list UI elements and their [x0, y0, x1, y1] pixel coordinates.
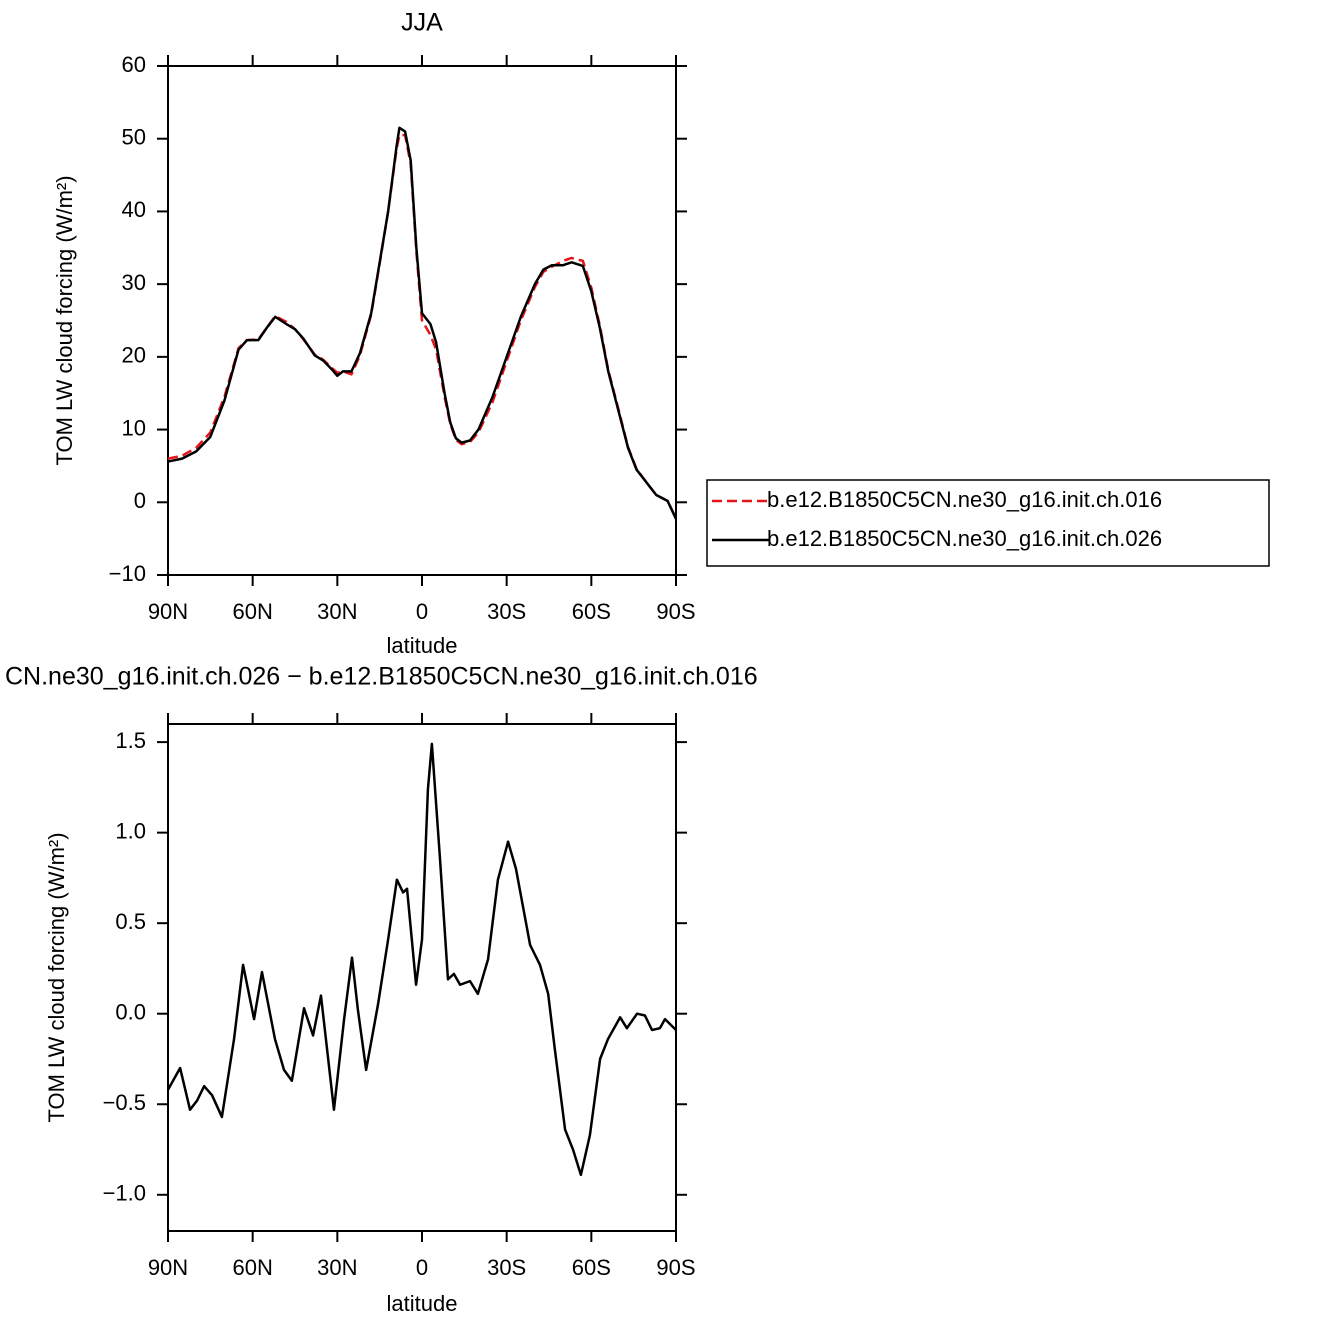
y-tick-label: 10: [122, 415, 146, 440]
data-line: [167, 126, 678, 520]
chart-title: JJA: [401, 9, 443, 37]
data-line: [166, 742, 677, 1177]
x-tick-label: 0: [416, 599, 428, 624]
y-tick-label: 30: [122, 270, 146, 295]
x-tick-label: 60S: [572, 599, 611, 624]
x-tick-label: 90S: [656, 599, 695, 624]
legend-label: b.e12.B1850C5CN.ne30_g16.init.ch.016: [767, 487, 1162, 512]
x-tick-label: 90N: [148, 599, 188, 624]
x-tick-label: 60N: [232, 1255, 272, 1280]
y-tick-label: 50: [122, 125, 146, 150]
chart-title: CN.ne30_g16.init.ch.026 − b.e12.B1850C5C…: [5, 663, 758, 691]
x-axis-label: latitude: [387, 1291, 458, 1316]
x-tick-label: 30N: [317, 1255, 357, 1280]
x-tick-label: 0: [416, 1255, 428, 1280]
legend-label: b.e12.B1850C5CN.ne30_g16.init.ch.026: [767, 526, 1162, 551]
plot-frame: [167, 723, 677, 1232]
x-axis-label: latitude: [387, 633, 458, 658]
y-axis-label: TOM LW cloud forcing (W/m²): [44, 832, 69, 1122]
y-tick-label: 0: [134, 488, 146, 513]
x-tick-label: 60N: [232, 599, 272, 624]
x-tick-label: 90S: [656, 1255, 695, 1280]
x-tick-label: 30S: [487, 599, 526, 624]
y-tick-label: 1.5: [115, 728, 146, 753]
y-tick-label: 0.0: [115, 1000, 146, 1025]
y-tick-label: 40: [122, 197, 146, 222]
x-tick-label: 30S: [487, 1255, 526, 1280]
x-tick-label: 60S: [572, 1255, 611, 1280]
y-tick-label: −10: [109, 561, 146, 586]
x-tick-label: 90N: [148, 1255, 188, 1280]
y-tick-label: −1.0: [103, 1181, 146, 1206]
y-tick-label: −0.5: [103, 1090, 146, 1115]
legend-box: [706, 479, 1270, 567]
y-tick-label: 1.0: [115, 818, 146, 843]
y-tick-label: 0.5: [115, 909, 146, 934]
y-tick-label: 20: [122, 343, 146, 368]
y-tick-label: 60: [122, 52, 146, 77]
y-axis-label: TOM LW cloud forcing (W/m²): [52, 175, 77, 465]
x-tick-label: 30N: [317, 599, 357, 624]
